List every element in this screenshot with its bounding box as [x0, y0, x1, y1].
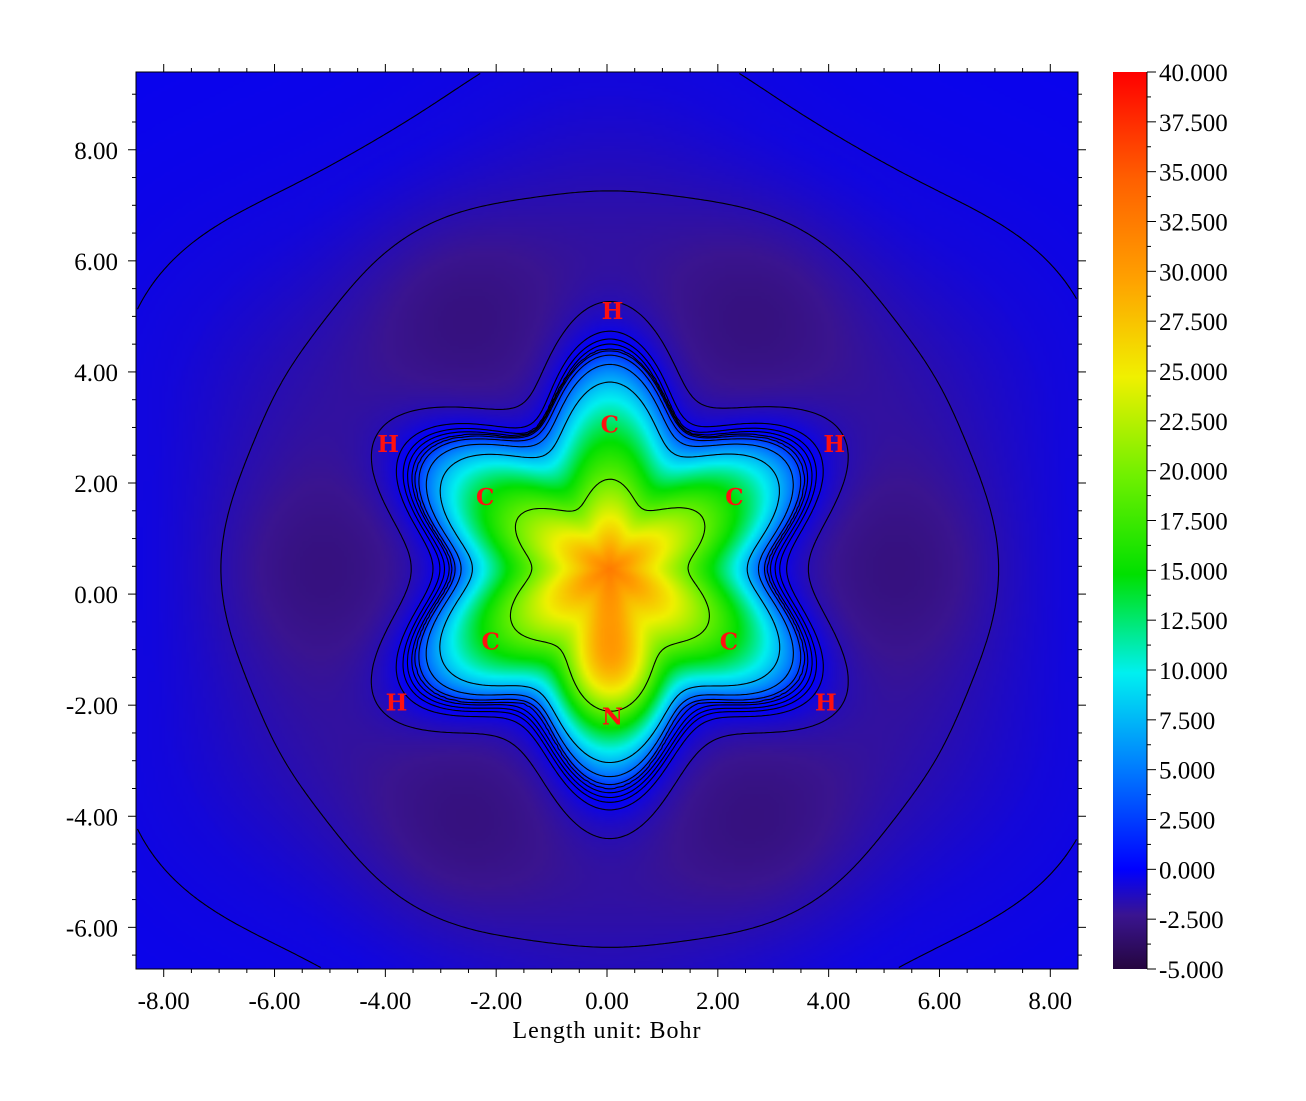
- colorbar-tick-label: 2.500: [1159, 808, 1215, 835]
- x-tick-label: -2.00: [470, 988, 522, 1015]
- colorbar-tick-label: 15.000: [1159, 558, 1228, 585]
- x-tick-label: -6.00: [248, 988, 300, 1015]
- x-tick-label: 0.00: [585, 988, 629, 1015]
- colorbar-tick-label: 37.500: [1159, 110, 1228, 137]
- atom-label-c: C: [720, 628, 738, 655]
- x-tick-label: 6.00: [918, 988, 962, 1015]
- contour-line: [439, 381, 781, 764]
- contour-line: [414, 350, 806, 790]
- colorbar-tick-label: 30.000: [1159, 259, 1228, 286]
- x-tick-label: 8.00: [1028, 988, 1072, 1015]
- x-tick-label: 2.00: [696, 988, 740, 1015]
- colorbar-gradient: [1113, 72, 1147, 969]
- colorbar-tick-label: 32.500: [1159, 210, 1228, 237]
- atom-label-c: C: [725, 484, 743, 511]
- colorbar-tick-label: 17.500: [1159, 509, 1228, 536]
- atom-label-c: C: [481, 628, 499, 655]
- contour-line: [418, 354, 802, 786]
- atom-labels: H C H H C C C C H H N: [377, 298, 845, 730]
- colorbar: 40.000 37.500 35.000 32.500 30.000 27.500 25.0…: [1113, 60, 1228, 984]
- x-axis: -8.00 -6.00 -4.00 -2.00 0.00 2.00 4.00 6.00 8.00: [138, 64, 1072, 1015]
- contour-line: [425, 363, 794, 778]
- colorbar-tick-label: 5.000: [1159, 758, 1215, 785]
- colorbar-tick-label: 25.000: [1159, 359, 1228, 386]
- atom-label-h: H: [386, 689, 408, 716]
- y-tick-label: -2.00: [66, 693, 118, 720]
- atom-label-h: H: [823, 431, 845, 458]
- colorbar-tick-label: 40.000: [1159, 60, 1228, 87]
- y-tick-label: 4.00: [74, 360, 118, 387]
- colorbar-tick-label: 10.000: [1159, 658, 1228, 685]
- atom-label-h: H: [377, 431, 399, 458]
- x-axis-title: Length unit: Bohr: [513, 1018, 702, 1044]
- atom-label-c: C: [476, 484, 494, 511]
- y-tick-label: -4.00: [66, 804, 118, 831]
- colorbar-tick-label: 27.500: [1159, 309, 1228, 336]
- y-tick-label: 8.00: [74, 138, 118, 165]
- colorbar-tick-label: -5.000: [1159, 957, 1224, 984]
- colorbar-tick-label: 35.000: [1159, 160, 1228, 187]
- y-axis: -6.00 -4.00 -2.00 0.00 2.00 4.00 6.00 8.00: [66, 93, 1086, 956]
- y-tick-label: 2.00: [74, 471, 118, 498]
- colorbar-tick-label: 22.500: [1159, 409, 1228, 436]
- y-tick-label: 6.00: [74, 249, 118, 276]
- y-tick-label: 0.00: [74, 582, 118, 609]
- colorbar-ticks: 40.000 37.500 35.000 32.500 30.000 27.500 25.0…: [1146, 60, 1228, 984]
- colorbar-tick-label: -2.500: [1159, 907, 1224, 934]
- contour-line: [220, 190, 1000, 948]
- atom-label-h: H: [815, 689, 837, 716]
- colorbar-tick-label: 12.500: [1159, 608, 1228, 635]
- colorbar-tick-label: 20.000: [1159, 459, 1228, 486]
- plot-area: H C H H C C C C H H N: [135, 71, 1079, 970]
- atom-label-n: N: [602, 703, 623, 730]
- x-tick-label: -8.00: [138, 988, 190, 1015]
- atom-label-c: C: [601, 412, 619, 439]
- contour-line: [411, 348, 809, 794]
- contour-line: [402, 338, 818, 803]
- x-tick-label: 4.00: [807, 988, 851, 1015]
- contour-line: [406, 343, 813, 799]
- colorbar-tick-label: 7.500: [1159, 708, 1215, 735]
- contour-line: [136, 73, 1077, 969]
- atom-label-h: H: [602, 298, 624, 325]
- contour-lines: [136, 73, 1077, 969]
- x-tick-label: -4.00: [359, 988, 411, 1015]
- colorbar-tick-label: 0.000: [1159, 857, 1215, 884]
- contour-line: [509, 478, 710, 712]
- heatmap-image: [136, 72, 1078, 969]
- y-tick-label: -6.00: [66, 915, 118, 942]
